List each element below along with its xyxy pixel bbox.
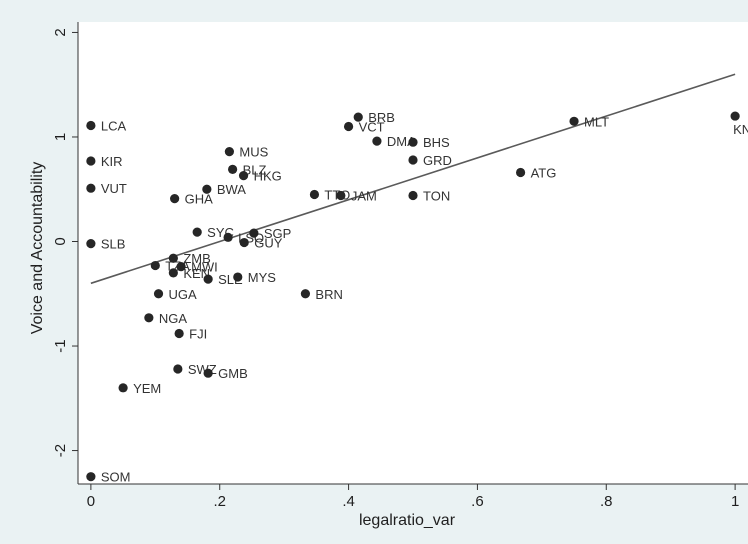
point-label: SGP [264,226,291,241]
data-point [86,238,96,249]
y-tick-label: -1 [52,339,69,352]
data-point [86,472,96,482]
point-label: SLB [101,237,126,252]
data-point [168,253,178,263]
point-label: GUY [254,236,283,251]
data-point [86,183,96,193]
axes: -2 -1 0 1 2 0 .2 .4 .6 .8 1 [52,22,748,510]
data-point [173,364,183,374]
point-label: UGA [169,287,198,302]
point-label: TON [423,189,450,204]
point-label: VCT [359,120,385,135]
point-label: YEM [133,381,161,396]
x-tick-label: .8 [600,493,613,510]
x-tick-label: 1 [731,493,739,510]
point-label: KIR [101,154,123,169]
x-tick-label: .6 [471,493,484,510]
y-tick-label: 0 [52,237,69,245]
point-label: MUS [239,145,268,160]
x-axis-title: legalratio_var [359,512,456,529]
y-tick-label: 2 [52,28,69,36]
data-point [174,328,184,339]
data-point [515,167,526,178]
data-point [223,232,233,242]
data-point [249,228,259,238]
data-point [192,227,202,237]
point-label: FJI [189,326,207,341]
data-point [730,111,740,121]
data-point [86,120,96,131]
point-label: BLZ [243,162,267,177]
data-point [238,171,249,181]
point-label: LCA [101,118,127,133]
point-label: VUT [101,181,127,196]
data-point [153,289,164,299]
data-point [168,268,178,278]
data-point [408,190,418,201]
point-label: GMB [218,366,248,381]
point-label: BRN [315,287,342,302]
data-point [202,184,212,194]
data-point [569,116,579,126]
point-label: MLT [584,114,609,129]
x-tick-label: 0 [87,493,95,510]
y-tick-label: -2 [52,444,69,457]
data-point [309,189,320,200]
data-point [353,112,363,122]
point-label: ZMB [183,251,210,266]
data-point [203,368,213,378]
data-point [300,289,311,299]
point-label: BRB [368,110,395,125]
point-label: BWA [217,182,246,197]
x-tick-label: .4 [342,493,355,510]
data-point [239,237,249,248]
data-point [170,194,180,204]
data-point [86,156,96,166]
point-label: DMA [387,134,416,149]
data-point [228,164,238,174]
fit-line [90,73,736,285]
data-points: LCAKIRVUTSLBSOMYEMNGATZAUGAZMBKENGHASWZF… [86,110,748,485]
point-label: GHA [185,192,214,207]
x-tick-label: .2 [213,493,226,510]
data-point [150,260,160,271]
data-point [203,274,213,284]
plot-area [78,22,748,484]
point-label: KNA [733,122,748,137]
data-point [224,147,234,157]
point-label: KEN [183,266,210,281]
point-label: ATG [531,166,557,181]
data-point [233,272,243,282]
data-point [336,190,346,201]
data-point [372,136,382,146]
y-axis-title: Voice and Accountability [29,162,46,335]
data-point [118,383,128,393]
point-label: NGA [159,311,188,326]
point-label: SOM [101,470,131,485]
data-point [343,121,354,132]
data-point [144,313,154,323]
point-label: GRD [423,153,452,168]
point-label: JAM [351,189,377,204]
data-point [176,261,186,272]
data-point [408,137,418,147]
point-label: MYS [248,270,277,285]
y-tick-label: 1 [52,133,69,141]
point-label: HKG [254,169,282,184]
point-label: BHS [423,135,450,150]
data-point [408,155,418,165]
point-label: MWI [191,260,218,275]
